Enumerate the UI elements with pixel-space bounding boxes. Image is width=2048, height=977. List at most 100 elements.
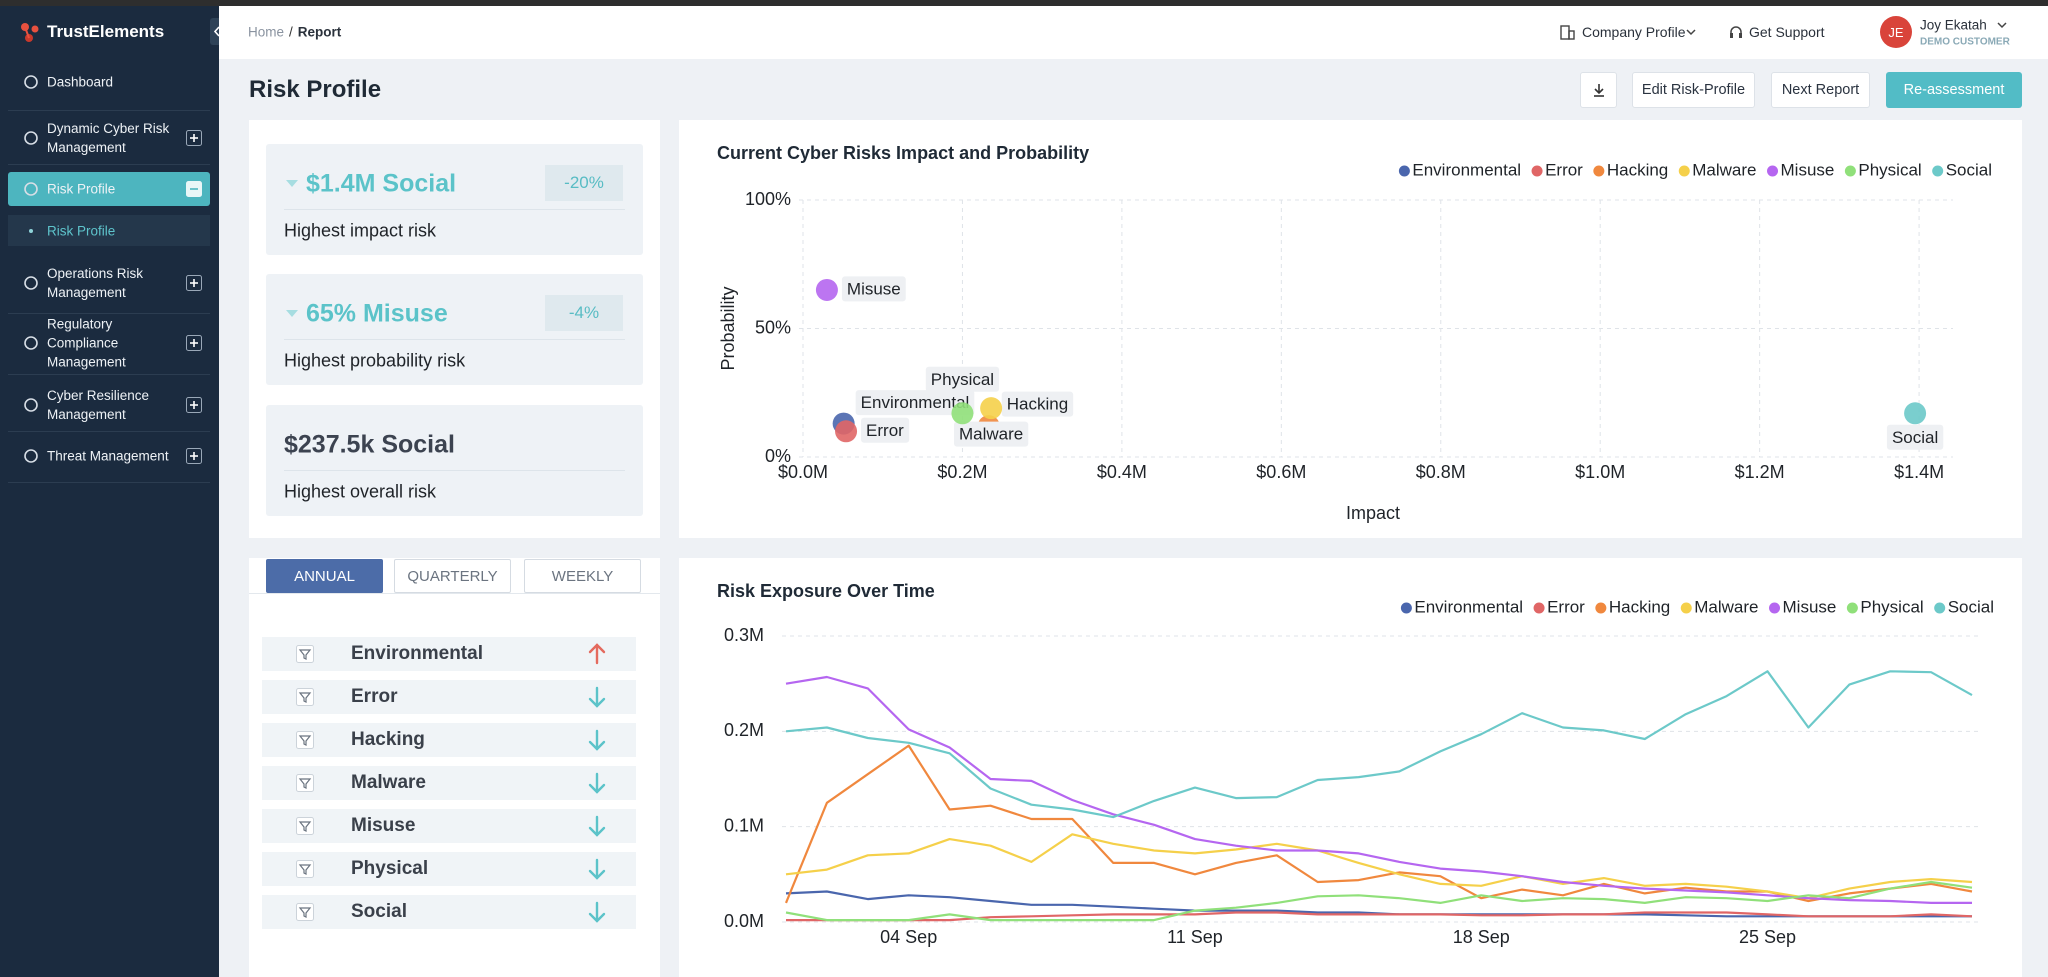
series-line bbox=[785, 670, 1973, 819]
scatter-point bbox=[1904, 402, 1927, 425]
point-label-text: Physical bbox=[931, 370, 994, 389]
x-tick-label: $1.0M bbox=[1575, 462, 1625, 482]
series-line bbox=[784, 744, 1973, 904]
scatter-point bbox=[951, 402, 974, 425]
action-button[interactable]: Re-assessment bbox=[1886, 72, 2022, 108]
support-link[interactable]: Get Support bbox=[1749, 24, 1825, 40]
legend: Environmental Error Hacking Malware Misuse Ph… bbox=[1398, 160, 1992, 179]
period-tab[interactable]: WEEKLY bbox=[524, 559, 641, 593]
download-icon bbox=[1594, 84, 1604, 97]
card-divider bbox=[284, 209, 625, 210]
nav-active-bg bbox=[8, 172, 210, 206]
company-menu[interactable]: Company Profile bbox=[1582, 24, 1686, 40]
download-button[interactable] bbox=[1580, 72, 1617, 108]
trend-down-arrow-part bbox=[588, 783, 606, 794]
tab-baseline bbox=[249, 593, 660, 594]
trend-up-arrow-part bbox=[588, 643, 606, 665]
point-label-text: Environmental bbox=[861, 393, 970, 412]
filter-button-part bbox=[296, 688, 314, 706]
breadcrumb-separator: / bbox=[289, 24, 293, 40]
nav-icon bbox=[24, 398, 38, 412]
breadcrumb: Home / Report bbox=[248, 25, 341, 40]
company-icon-part bbox=[1560, 25, 1570, 40]
filter-button-part bbox=[298, 821, 312, 832]
change-badge: -20% bbox=[545, 165, 623, 201]
x-tick-label: $0.0M bbox=[778, 462, 828, 482]
trend-triangle-part bbox=[286, 180, 298, 187]
nav-item[interactable]: Regulatory Compliance Management bbox=[47, 316, 126, 370]
trend-down-arrow bbox=[588, 686, 606, 708]
brand-logo-part bbox=[31, 25, 39, 33]
y-tick-label: 100% bbox=[745, 189, 791, 209]
expand-button-part bbox=[186, 448, 202, 464]
nav-subitem[interactable]: Risk Profile bbox=[47, 223, 116, 239]
filter-button bbox=[296, 860, 314, 878]
filter-button-part bbox=[296, 774, 314, 792]
point-label-text: Malware bbox=[959, 425, 1023, 444]
y-tick-label: 0.3M bbox=[724, 625, 764, 645]
trend-down-arrow bbox=[588, 858, 606, 880]
nav-item[interactable]: Threat Management bbox=[47, 448, 169, 464]
point-label-bg bbox=[841, 276, 906, 302]
legend-label: Physical bbox=[1860, 597, 1923, 616]
expand-button bbox=[186, 397, 202, 413]
nav-item[interactable]: Dashboard bbox=[47, 74, 114, 90]
summary-card: -4% 65% Misuse Highest probability risk bbox=[266, 274, 643, 385]
avatar[interactable]: JE bbox=[1880, 16, 1912, 48]
x-tick-label: 04 Sep bbox=[880, 927, 937, 947]
company-icon bbox=[1560, 25, 1575, 40]
breadcrumb-item[interactable]: Home bbox=[248, 24, 285, 40]
filter-button-part bbox=[296, 860, 314, 878]
y-tick-label: 0% bbox=[765, 446, 791, 466]
point-label-bg bbox=[954, 421, 1029, 447]
filter-button bbox=[296, 903, 314, 921]
nav-item[interactable]: Cyber Resilience Management bbox=[47, 388, 150, 422]
point-label-bg bbox=[1001, 391, 1074, 417]
legend: Environmental Error Hacking Malware Misuse Ph… bbox=[1400, 597, 1994, 616]
y-tick-label: 0.0M bbox=[724, 911, 764, 931]
trend-down-arrow bbox=[588, 729, 606, 751]
legend-label: Physical bbox=[1858, 160, 1921, 179]
legend-label: Misuse bbox=[1781, 160, 1835, 179]
action-button[interactable]: Edit Risk-Profile bbox=[1632, 72, 1755, 108]
legend-marker bbox=[1846, 602, 1858, 614]
point-label-text: Hacking bbox=[1007, 395, 1068, 414]
chevron bbox=[1997, 22, 2007, 29]
filter-button bbox=[296, 688, 314, 706]
trend-row: Social bbox=[262, 895, 636, 929]
period-tab[interactable]: ANNUAL bbox=[266, 559, 383, 593]
risk-name: Malware bbox=[351, 772, 426, 793]
filter-button-part bbox=[298, 735, 312, 746]
expand-button-part bbox=[186, 335, 202, 351]
legend-marker bbox=[1767, 165, 1779, 177]
x-tick-label: $1.2M bbox=[1735, 462, 1785, 482]
trend-down-arrow-part bbox=[588, 869, 606, 880]
legend-label: Hacking bbox=[1607, 160, 1668, 179]
x-tick-label: 25 Sep bbox=[1739, 927, 1796, 947]
trend-down-arrow-part bbox=[588, 912, 606, 923]
trend-down-arrow-part bbox=[588, 686, 606, 708]
nav-icon-part bbox=[24, 75, 38, 89]
card-divider bbox=[284, 339, 625, 340]
period-tab[interactable]: QUARTERLY bbox=[394, 559, 511, 593]
risk-name: Physical bbox=[351, 858, 429, 879]
nav-item[interactable]: Operations Risk Management bbox=[47, 266, 144, 300]
legend-label: Malware bbox=[1694, 597, 1758, 616]
nav-item[interactable]: Dynamic Cyber Risk Management bbox=[47, 121, 170, 155]
filter-button-part bbox=[298, 649, 312, 660]
trend-triangle bbox=[286, 310, 298, 317]
x-tick-label: $0.8M bbox=[1416, 462, 1466, 482]
nav-icon bbox=[24, 336, 38, 350]
action-button[interactable]: Next Report bbox=[1771, 72, 1870, 108]
nav-icon bbox=[24, 182, 38, 196]
filter-button bbox=[296, 817, 314, 835]
legend-label: Environmental bbox=[1412, 160, 1521, 179]
nav-item[interactable]: Risk Profile bbox=[47, 181, 116, 197]
support-icon-part bbox=[1730, 26, 1742, 34]
trend-down-arrow bbox=[588, 772, 606, 794]
page-title: Risk Profile bbox=[249, 76, 382, 103]
sidebar: TrustElements Dashboard Dynamic Cyber Risk… bbox=[0, 6, 224, 977]
legend-marker bbox=[1398, 165, 1410, 177]
filter-button-part bbox=[296, 645, 314, 663]
summary-headline: 65% Misuse bbox=[306, 299, 448, 328]
